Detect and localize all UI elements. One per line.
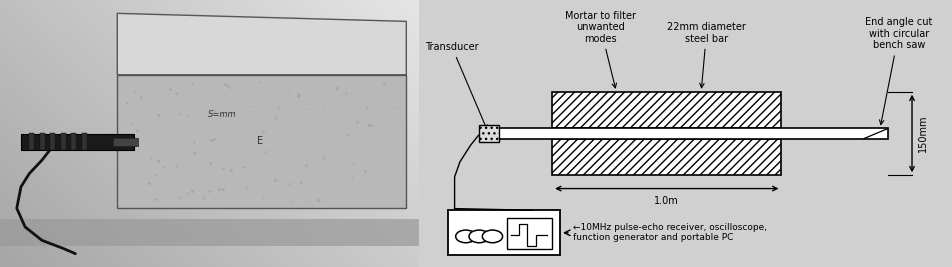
- Bar: [61, 134, 66, 150]
- Text: End angle cut
with circular
bench saw: End angle cut with circular bench saw: [865, 17, 932, 124]
- Bar: [40, 134, 45, 150]
- Circle shape: [483, 230, 503, 243]
- Bar: [30, 134, 34, 150]
- Text: E: E: [257, 136, 263, 146]
- Bar: [499, 128, 888, 139]
- Circle shape: [469, 230, 489, 243]
- Bar: [50, 134, 55, 150]
- Text: 150mm: 150mm: [919, 115, 928, 152]
- Bar: [448, 210, 560, 255]
- Text: Mortar to filter
unwanted
modes: Mortar to filter unwanted modes: [565, 10, 636, 88]
- Polygon shape: [21, 134, 134, 150]
- Bar: [552, 139, 782, 175]
- Text: S=mm: S=mm: [208, 111, 236, 119]
- Bar: [82, 134, 87, 150]
- Bar: [479, 125, 499, 142]
- Polygon shape: [117, 13, 407, 75]
- Text: 1.0m: 1.0m: [654, 196, 679, 206]
- Polygon shape: [117, 75, 407, 208]
- Circle shape: [456, 230, 476, 243]
- Text: Transducer: Transducer: [426, 42, 487, 130]
- Polygon shape: [0, 219, 419, 246]
- Text: ←10MHz pulse-echo receiver, oscilloscope,
function generator and portable PC: ←10MHz pulse-echo receiver, oscilloscope…: [573, 223, 767, 242]
- Bar: [552, 92, 782, 128]
- Text: 22mm diameter
steel bar: 22mm diameter steel bar: [667, 22, 746, 88]
- Bar: [506, 218, 552, 249]
- Bar: [113, 138, 138, 146]
- Bar: [71, 134, 76, 150]
